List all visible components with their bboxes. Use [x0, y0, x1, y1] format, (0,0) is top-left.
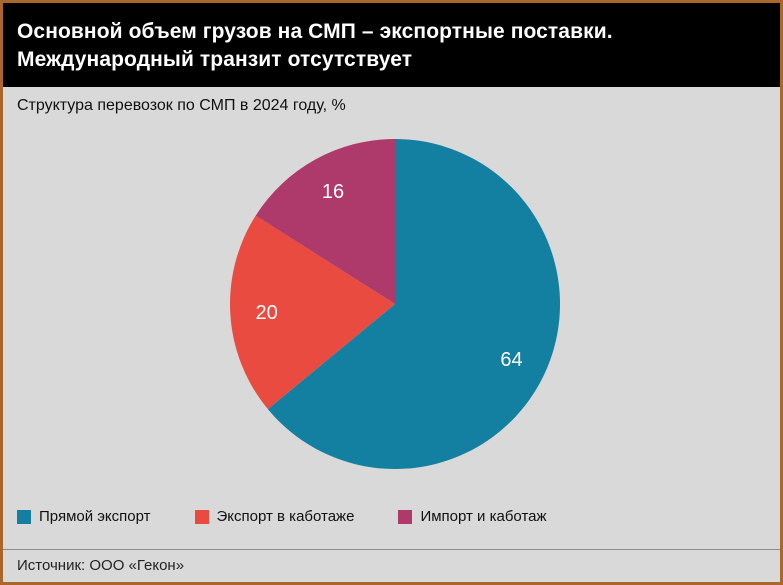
- page-title-line-1: Основной объем грузов на СМП – экспортны…: [17, 20, 613, 43]
- legend-item: Импорт и каботаж: [398, 508, 547, 525]
- pie-slice-1: [230, 215, 395, 410]
- source-note: Источник: ООО «Гекон»: [3, 549, 780, 582]
- pie-slice-2: [255, 139, 395, 304]
- legend-label: Экспорт в каботаже: [216, 508, 355, 525]
- legend-swatch: [398, 509, 413, 524]
- legend: Прямой экспорт Экспорт в каботаже Импорт…: [3, 504, 780, 531]
- pie-value-label: 16: [322, 181, 344, 203]
- pie-slice-0: [267, 139, 561, 470]
- page-title-line-2: Международный транзит отсутствует: [17, 48, 413, 71]
- legend-label: Импорт и каботаж: [420, 508, 547, 525]
- legend-label: Прямой экспорт: [39, 508, 151, 525]
- pie-value-label: 20: [255, 302, 277, 324]
- legend-swatch: [194, 509, 209, 524]
- header: Основной объем грузов на СМП – экспортны…: [3, 3, 780, 87]
- pie-value-label: 64: [500, 349, 522, 371]
- chart-subtitle: Структура перевозок по СМП в 2024 году, …: [17, 97, 346, 114]
- pie-chart-svg: 64 20 16: [230, 139, 561, 470]
- pie-chart-area: 64 20 16: [3, 117, 780, 504]
- legend-item: Экспорт в каботаже: [194, 508, 355, 525]
- legend-swatch: [17, 509, 31, 524]
- legend-item: Прямой экспорт: [17, 508, 151, 525]
